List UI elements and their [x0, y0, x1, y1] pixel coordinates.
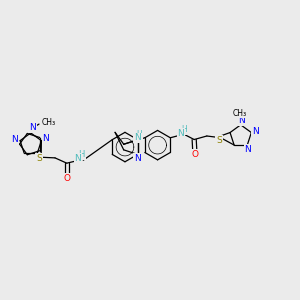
Text: N: N — [75, 154, 81, 163]
Text: S: S — [216, 136, 222, 145]
Text: H: H — [181, 125, 187, 134]
Text: N: N — [11, 135, 18, 144]
Text: N: N — [252, 127, 259, 136]
Text: O: O — [63, 174, 70, 183]
Text: N: N — [238, 116, 245, 124]
Text: N: N — [42, 134, 49, 143]
Text: N: N — [134, 134, 141, 142]
Text: N: N — [244, 145, 251, 154]
Text: S: S — [36, 154, 42, 163]
Text: N: N — [29, 123, 36, 132]
Text: CH₃: CH₃ — [233, 109, 247, 118]
Text: H: H — [136, 130, 142, 140]
Text: N: N — [178, 129, 184, 138]
Text: CH₃: CH₃ — [42, 118, 56, 127]
Text: O: O — [191, 150, 198, 159]
Text: H: H — [78, 150, 85, 159]
Text: N: N — [134, 154, 141, 163]
